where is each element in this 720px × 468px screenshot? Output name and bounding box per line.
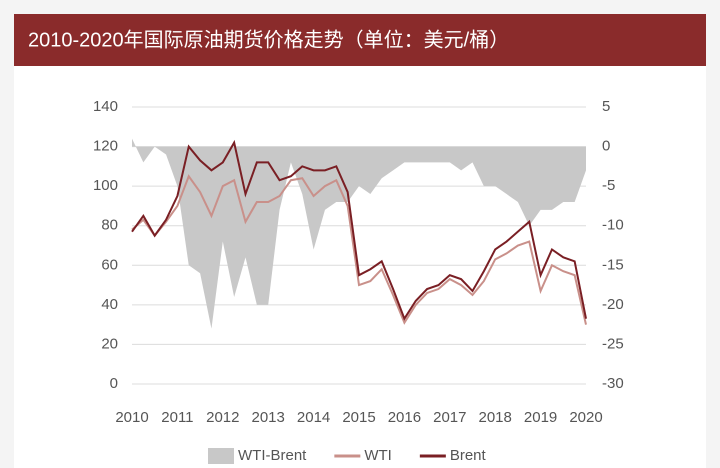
y-tick-label: 40 <box>101 296 118 313</box>
x-tick-label: 2013 <box>252 409 285 426</box>
y2-tick-label: 0 <box>602 138 610 155</box>
panel <box>14 14 706 468</box>
y-tick-label: 0 <box>110 375 118 392</box>
y-tick-label: 20 <box>101 335 118 352</box>
x-tick-label: 2012 <box>206 409 239 426</box>
x-tick-label: 2010 <box>115 409 148 426</box>
y2-tick-label: -5 <box>602 177 615 194</box>
y2-tick-label: -25 <box>602 335 624 352</box>
x-tick-label: 2011 <box>161 409 193 426</box>
y2-tick-label: -30 <box>602 375 624 392</box>
x-tick-label: 2020 <box>569 409 602 426</box>
x-tick-label: 2015 <box>342 409 375 426</box>
x-tick-label: 2018 <box>479 409 512 426</box>
y2-tick-label: 5 <box>602 98 610 115</box>
y2-tick-label: -15 <box>602 256 624 273</box>
title-bar <box>14 14 706 66</box>
legend-swatch <box>208 448 234 464</box>
legend-label: Brent <box>450 447 487 464</box>
x-tick-label: 2014 <box>297 409 330 426</box>
y-tick-label: 140 <box>93 98 118 115</box>
x-tick-label: 2017 <box>433 409 466 426</box>
y2-tick-label: -20 <box>602 296 624 313</box>
legend-label: WTI-Brent <box>238 447 307 464</box>
legend-label: WTI <box>364 447 392 464</box>
spread-area <box>132 138 586 329</box>
price-line <box>131 174 587 325</box>
x-tick-label: 2016 <box>388 409 421 426</box>
y-tick-label: 60 <box>101 256 118 273</box>
price-line <box>131 139 587 321</box>
chart-title: 2010-2020年国际原油期货价格走势（单位：美元/桶） <box>28 28 509 51</box>
y2-tick-label: -10 <box>602 217 624 234</box>
y-tick-label: 100 <box>93 177 118 194</box>
y-tick-label: 120 <box>93 138 118 155</box>
y-tick-label: 80 <box>101 217 118 234</box>
x-tick-label: 2019 <box>524 409 557 426</box>
